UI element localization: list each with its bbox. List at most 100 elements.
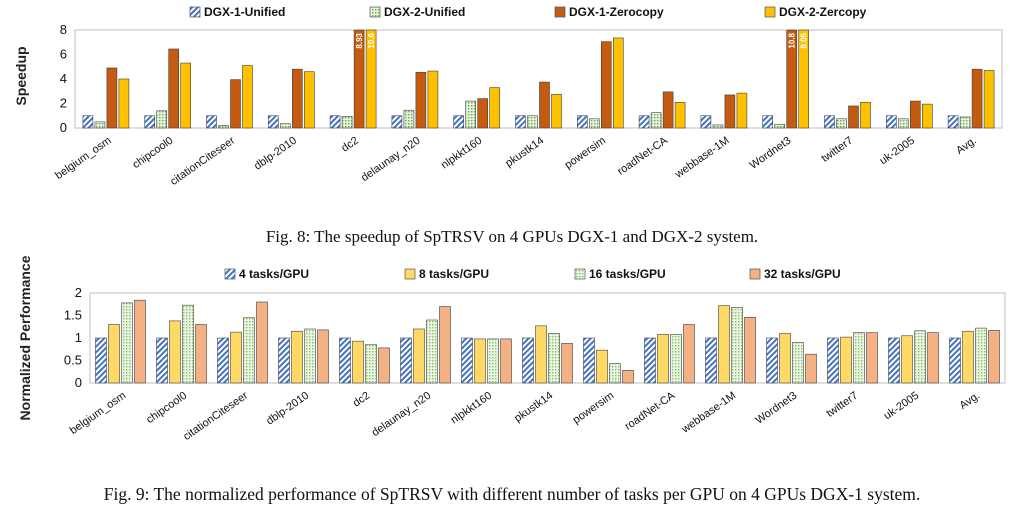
x-tick-label: delaunay_n20 [370, 390, 434, 439]
y-tick-label: 2 [75, 285, 82, 300]
x-tick-label: pkustk14 [503, 135, 546, 170]
bar-dgx-2-unified-delaunay-n20 [403, 109, 415, 129]
bar-dgx-1-zerocopy-webbase-1m [724, 94, 736, 129]
bar-16-tasks-gpu-wordnet3 [792, 342, 804, 384]
bar-dgx-2-unified-pkustk14 [527, 115, 538, 129]
bar-dgx-1-unified-belgium-osm [82, 115, 94, 129]
bar-4-tasks-gpu-uk-2005 [888, 337, 900, 384]
bar-16-tasks-gpu-belgium-osm [121, 302, 133, 384]
bar-dgx-1-unified-delaunay-n20 [391, 115, 403, 129]
bar-16-tasks-gpu-powersim [609, 363, 621, 384]
x-tick-label: chipcool0 [130, 135, 175, 171]
bar-dgx-1-zerocopy-belgium-osm [106, 67, 118, 129]
bar-4-tasks-gpu-citationciteseer [217, 337, 229, 384]
legend-item-32-tasks-gpu: 32 tasks/GPU [749, 267, 841, 281]
data-label: 8.93 [355, 32, 364, 48]
legend-item-dgx-2-unified: DGX-2-Unified [369, 5, 465, 19]
bar-4-tasks-gpu-delaunay-n20 [400, 337, 412, 384]
data-label: 8.05 [800, 32, 809, 48]
bar-4-tasks-gpu-wordnet3 [766, 337, 778, 384]
bar-8-tasks-gpu-citationciteseer [230, 331, 242, 384]
x-tick-label: powersim [563, 135, 608, 172]
bar-dgx-2-unified-dc2 [341, 116, 353, 129]
bar-4-tasks-gpu-pkustk14 [522, 337, 534, 384]
x-tick-label: powersim [571, 390, 616, 427]
bar-dgx-2-zercopy-pkustk14 [551, 94, 562, 129]
bar-32-tasks-gpu-webbase-1m [744, 316, 756, 384]
bar-dgx-1-zerocopy-dc2 [353, 29, 365, 129]
x-tick-label: belgium_osm [53, 135, 113, 182]
bar-dgx-1-zerocopy-wordnet3 [786, 29, 798, 129]
bar-4-tasks-gpu-webbase-1m [705, 337, 717, 384]
bar-32-tasks-gpu-powersim [622, 370, 634, 384]
bar-16-tasks-gpu-delaunay-n20 [426, 319, 438, 384]
y-tick-label: 6 [60, 47, 67, 62]
legend-item-dgx-2-zercopy: DGX-2-Zercopy [764, 5, 867, 19]
x-tick-label: Wordnet3 [748, 135, 794, 172]
legend-swatch [764, 6, 776, 18]
x-tick-label: nlpkkt160 [439, 135, 484, 172]
x-tick-label: uk-2005 [882, 390, 921, 423]
bar-4-tasks-gpu-avg [949, 337, 961, 384]
figure-9-caption: Fig. 9: The normalized performance of Sp… [103, 484, 921, 504]
y-tick-label: 1.5 [64, 308, 82, 323]
bar-8-tasks-gpu-uk-2005 [901, 335, 913, 384]
bar-4-tasks-gpu-dc2 [339, 337, 351, 384]
bar-dgx-1-unified-wordnet3 [762, 115, 774, 129]
legend-item-dgx-1-zerocopy: DGX-1-Zerocopy [554, 5, 664, 19]
bar-4-tasks-gpu-chipcool0 [156, 337, 168, 384]
bar-dgx-2-zercopy-nlpkkt160 [489, 87, 501, 129]
bar-dgx-1-unified-citationciteseer [206, 115, 217, 129]
bar-dgx-2-zercopy-powersim [612, 37, 624, 129]
bar-32-tasks-gpu-chipcool0 [195, 324, 207, 384]
bar-dgx-1-unified-chipcool0 [144, 115, 155, 129]
bar-dgx-1-unified-powersim [576, 115, 588, 129]
plot-area [89, 292, 1006, 384]
bar-dgx-2-unified-avg [959, 116, 971, 129]
bar-8-tasks-gpu-chipcool0 [169, 320, 181, 384]
y-tick-label: 0.5 [64, 353, 82, 368]
x-tick-label: delaunay_n20 [359, 135, 423, 184]
y-tick-label: 4 [60, 71, 67, 86]
bar-4-tasks-gpu-dblp-2010 [278, 337, 290, 384]
bar-8-tasks-gpu-delaunay-n20 [413, 328, 425, 384]
bar-dgx-1-unified-nlpkkt160 [453, 115, 465, 129]
legend-label: 16 tasks/GPU [589, 267, 666, 281]
bar-dgx-2-unified-nlpkkt160 [465, 100, 477, 129]
bar-8-tasks-gpu-twitter7 [840, 336, 852, 384]
x-tick-label: Avg. [957, 390, 982, 412]
bar-dgx-2-zercopy-roadnet-ca [674, 101, 686, 129]
bar-dgx-1-zerocopy-delaunay-n20 [415, 71, 427, 129]
y-axis-label: Normalized Performance [17, 255, 33, 420]
bar-dgx-2-unified-webbase-1m [712, 124, 724, 129]
x-tick-label: Wordnet3 [753, 390, 799, 427]
bar-dgx-1-zerocopy-avg [971, 68, 983, 129]
bar-dgx-2-unified-twitter7 [836, 118, 847, 129]
x-tick-label: dblp-2010 [252, 135, 299, 173]
bar-16-tasks-gpu-nlpkkt160 [487, 338, 499, 384]
bar-16-tasks-gpu-dblp-2010 [304, 328, 316, 384]
y-tick-label: 0 [60, 120, 67, 135]
bar-16-tasks-gpu-dc2 [365, 344, 377, 384]
x-tick-label: twitter7 [824, 390, 860, 420]
bar-dgx-2-zercopy-twitter7 [860, 101, 871, 129]
x-tick-label: Avg. [954, 135, 979, 157]
bar-dgx-2-unified-powersim [588, 118, 600, 129]
bar-dgx-1-zerocopy-chipcool0 [168, 48, 179, 129]
legend-swatch [554, 6, 566, 18]
bar-16-tasks-gpu-chipcool0 [182, 304, 194, 384]
legend-label: DGX-2-Zercopy [779, 5, 867, 19]
x-tick-label: belgium_osm [68, 390, 128, 437]
bar-8-tasks-gpu-roadnet-ca [657, 334, 669, 384]
bar-32-tasks-gpu-dblp-2010 [317, 329, 329, 384]
bar-dgx-2-zercopy-webbase-1m [736, 92, 748, 129]
data-label: 10.8 [788, 32, 797, 48]
bar-dgx-1-zerocopy-roadnet-ca [662, 91, 674, 129]
normalized-performance-chart: 0 0.5 1 1.5 2 Normalized Performance 4 tasks/G… [17, 255, 1006, 443]
x-tick-label: webbase-1M [672, 135, 731, 182]
bar-dgx-1-unified-dblp-2010 [267, 115, 279, 129]
bar-dgx-2-zercopy-citationciteseer [242, 65, 253, 129]
bar-4-tasks-gpu-belgium-osm [95, 337, 107, 384]
x-tick-label: citationCiteseer [168, 134, 237, 188]
